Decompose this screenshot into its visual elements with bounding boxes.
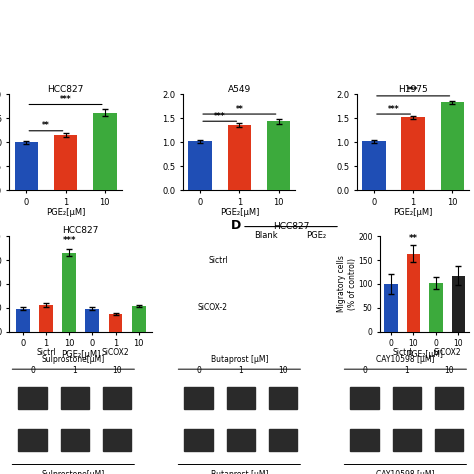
Bar [61,429,89,451]
Text: ***: *** [388,105,400,114]
Bar [441,102,464,190]
Bar [18,429,46,451]
Text: Butaprost [μM]: Butaprost [μM] [210,355,268,364]
Bar [228,125,251,190]
Text: SiCOX2: SiCOX2 [102,348,129,357]
Bar [267,121,291,190]
Bar [184,429,212,451]
Text: ***: *** [60,95,72,104]
Title: HCC827: HCC827 [47,85,84,94]
Bar [109,314,122,332]
X-axis label: PGE₂[μM]: PGE₂[μM] [61,350,100,359]
Bar [103,429,131,451]
X-axis label: PGE₂[μM]: PGE₂[μM] [219,208,259,217]
X-axis label: PGE₂[μM]: PGE₂[μM] [46,208,85,217]
Bar [452,276,465,332]
Bar [188,141,212,190]
Text: SiCOX-2: SiCOX-2 [198,303,228,312]
Bar [54,135,77,190]
Text: SiCOX2: SiCOX2 [433,348,461,357]
Bar [350,429,379,451]
Bar [93,113,117,190]
Bar [435,387,463,409]
X-axis label: PGE₂[μM]: PGE₂[μM] [407,350,443,359]
Text: CAY10598 [μM]: CAY10598 [μM] [376,470,435,474]
Text: Sulprostone[μM]: Sulprostone[μM] [42,470,105,474]
Y-axis label: Migratory cells
(% of control): Migratory cells (% of control) [337,255,356,312]
Text: ***: *** [63,236,76,245]
Text: PGE₂: PGE₂ [306,231,326,240]
Text: 10: 10 [112,365,121,374]
Text: 10: 10 [444,365,454,374]
Bar [362,141,386,190]
X-axis label: PGE₂[μM]: PGE₂[μM] [393,208,433,217]
Text: HCC827: HCC827 [273,222,309,231]
Text: 1: 1 [404,365,409,374]
Text: CAY10598 [μM]: CAY10598 [μM] [376,355,435,364]
Title: HCC827: HCC827 [63,227,99,236]
Text: **: ** [42,121,50,130]
Text: Sictrl: Sictrl [208,255,228,264]
Bar [61,387,89,409]
Bar [16,309,30,332]
Text: Sulprostone[μM]: Sulprostone[μM] [42,355,105,364]
Title: H1975: H1975 [398,85,428,94]
Text: Sictrl: Sictrl [392,348,412,357]
Bar [407,254,420,332]
Bar [269,387,297,409]
Bar [401,118,425,190]
Bar [132,306,146,332]
Bar [392,387,421,409]
Text: D: D [231,219,241,232]
Text: **: ** [409,234,418,243]
Text: 10: 10 [278,365,288,374]
Text: ***: *** [214,112,226,121]
Text: 1: 1 [72,365,77,374]
Bar [15,142,38,190]
Bar [392,429,421,451]
Text: 0: 0 [30,365,35,374]
Title: A549: A549 [228,85,251,94]
Bar [227,429,255,451]
Bar [39,305,53,332]
Bar [227,387,255,409]
Bar [350,387,379,409]
Bar [384,284,398,332]
Bar [269,429,297,451]
Bar [429,283,443,332]
Text: Blank: Blank [254,231,278,240]
Text: **: ** [236,105,243,114]
Text: ***: *** [407,86,419,95]
Bar [18,387,46,409]
Bar [62,253,76,332]
Text: 0: 0 [362,365,367,374]
Text: 1: 1 [238,365,243,374]
Text: 0: 0 [196,365,201,374]
Bar [103,387,131,409]
Bar [435,429,463,451]
Bar [85,309,100,332]
Text: Sictrl: Sictrl [36,348,56,357]
Bar [184,387,212,409]
Text: Butaprost [μM]: Butaprost [μM] [210,470,268,474]
